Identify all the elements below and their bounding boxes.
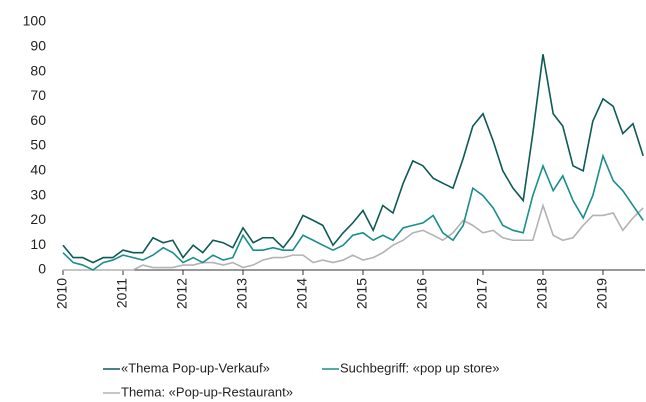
legend-label: Thema: «Pop-up-Restaurant» — [121, 384, 293, 399]
x-tick-label: 2017 — [474, 278, 490, 309]
y-tick-label: 40 — [30, 162, 46, 178]
series-line — [63, 202, 644, 271]
y-tick-label: 80 — [30, 62, 46, 78]
legend-label: Suchbegriff: «pop up store» — [340, 360, 500, 375]
x-tick-label: 2016 — [414, 278, 430, 309]
x-tick-label: 2014 — [294, 278, 310, 309]
x-tick-label: 2010 — [54, 278, 70, 309]
legend-label: «Thema Pop-up-Verkauf» — [121, 360, 270, 375]
y-tick-label: 70 — [30, 87, 46, 103]
y-tick-label: 10 — [30, 236, 46, 252]
series-line — [62, 153, 644, 271]
x-tick-label: 2019 — [594, 278, 610, 309]
x-tick-label: 2015 — [354, 278, 370, 309]
y-tick-label: 50 — [30, 137, 46, 153]
series-line — [62, 54, 644, 264]
y-tick-label: 90 — [30, 38, 46, 54]
y-tick-label: 0 — [38, 261, 46, 277]
x-tick-label: 2012 — [174, 278, 190, 309]
y-tick-label: 30 — [30, 186, 46, 202]
x-tick-label: 2011 — [114, 278, 130, 308]
x-tick-label: 2018 — [534, 278, 550, 309]
x-tick-label: 2013 — [234, 278, 250, 309]
y-tick-label: 20 — [30, 211, 46, 227]
y-tick-label: 100 — [23, 13, 47, 29]
y-tick-label: 60 — [30, 112, 46, 128]
